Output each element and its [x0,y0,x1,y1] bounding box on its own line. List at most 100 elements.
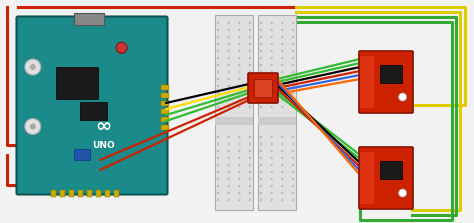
Circle shape [228,150,230,152]
Bar [254,79,272,97]
Circle shape [260,78,262,80]
Circle shape [292,136,294,138]
Circle shape [260,171,262,173]
Circle shape [238,36,240,38]
Circle shape [228,78,230,80]
Bar [60,190,64,197]
Circle shape [260,57,262,59]
Circle shape [217,185,219,187]
Circle shape [238,171,240,173]
Bar [215,15,253,210]
Circle shape [260,106,262,108]
Circle shape [238,143,240,145]
Circle shape [281,164,283,166]
Circle shape [249,36,251,38]
Circle shape [249,50,251,52]
Circle shape [271,78,273,80]
Circle shape [292,29,294,31]
Circle shape [281,92,283,94]
Bar [161,85,169,89]
Circle shape [249,57,251,59]
Circle shape [271,29,273,31]
Bar [51,190,55,197]
Circle shape [260,50,262,52]
Circle shape [271,43,273,45]
Circle shape [249,178,251,180]
Circle shape [260,164,262,166]
Circle shape [260,143,262,145]
Text: UNO: UNO [92,141,115,150]
Circle shape [260,43,262,45]
Circle shape [217,150,219,152]
Bar [74,149,90,160]
Circle shape [271,92,273,94]
Circle shape [217,36,219,38]
Circle shape [217,57,219,59]
Circle shape [260,136,262,138]
Circle shape [260,99,262,101]
Circle shape [228,64,230,66]
Circle shape [217,64,219,66]
Circle shape [249,164,251,166]
Circle shape [260,71,262,73]
Circle shape [260,199,262,201]
Bar [161,101,169,105]
Circle shape [249,22,251,24]
Circle shape [238,78,240,80]
Circle shape [292,22,294,24]
Circle shape [238,64,240,66]
Bar [258,117,296,125]
Circle shape [238,43,240,45]
FancyBboxPatch shape [359,147,413,209]
Bar [114,190,118,197]
Circle shape [249,171,251,173]
Bar [74,13,104,25]
Circle shape [249,106,251,108]
Circle shape [217,43,219,45]
Circle shape [238,22,240,24]
Circle shape [217,143,219,145]
Circle shape [281,150,283,152]
Circle shape [271,150,273,152]
Circle shape [228,171,230,173]
Circle shape [271,185,273,187]
Circle shape [271,57,273,59]
Circle shape [228,136,230,138]
Circle shape [281,136,283,138]
Circle shape [116,42,127,53]
Bar [96,190,100,197]
Circle shape [292,57,294,59]
Bar [258,15,296,210]
Circle shape [271,192,273,194]
Circle shape [271,64,273,66]
Circle shape [260,157,262,159]
Circle shape [292,36,294,38]
Circle shape [281,36,283,38]
Circle shape [228,178,230,180]
Circle shape [238,185,240,187]
Bar [360,56,374,108]
Circle shape [30,64,36,70]
Circle shape [249,157,251,159]
Bar [161,93,169,97]
Circle shape [281,178,283,180]
Circle shape [249,143,251,145]
Bar [380,161,402,179]
Circle shape [228,29,230,31]
Circle shape [217,92,219,94]
Bar [69,190,73,197]
Circle shape [292,171,294,173]
Circle shape [281,157,283,159]
Circle shape [217,29,219,31]
Circle shape [217,106,219,108]
Bar [105,190,109,197]
Circle shape [238,71,240,73]
Circle shape [217,171,219,173]
Circle shape [249,92,251,94]
FancyBboxPatch shape [17,17,167,194]
Circle shape [249,43,251,45]
Circle shape [271,50,273,52]
Circle shape [271,178,273,180]
Circle shape [238,92,240,94]
Circle shape [281,43,283,45]
